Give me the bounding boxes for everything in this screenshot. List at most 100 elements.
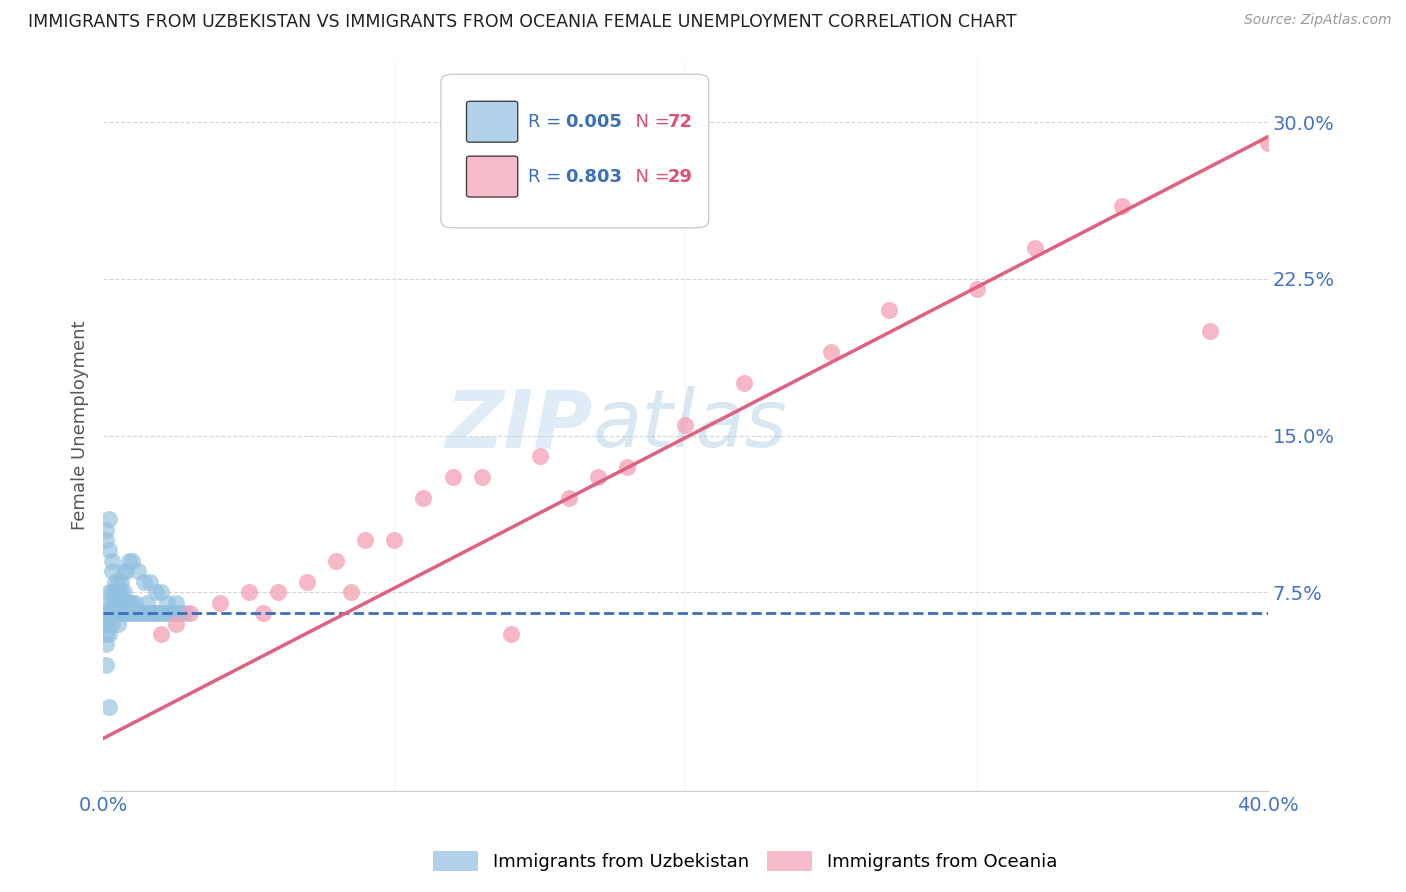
Point (412, 491, 434, 506)
Point (173, 606, 195, 620)
Point (179, 606, 201, 620)
Point (121, 554, 143, 568)
Point (135, 606, 157, 620)
Text: 0.803: 0.803 (565, 168, 623, 186)
Point (112, 585, 135, 599)
FancyBboxPatch shape (441, 74, 709, 227)
Point (124, 606, 146, 620)
Point (101, 596, 124, 610)
Point (101, 606, 124, 620)
Point (165, 606, 187, 620)
Point (124, 596, 146, 610)
Point (966, 282, 988, 296)
Point (101, 565, 124, 579)
Text: R =: R = (529, 112, 567, 131)
Point (97, 616, 120, 631)
Point (121, 606, 143, 620)
Point (267, 585, 290, 599)
Point (110, 596, 132, 610)
Point (107, 606, 129, 620)
Point (94, 638, 117, 652)
Point (167, 606, 190, 620)
Point (145, 606, 167, 620)
Point (138, 574, 160, 589)
Point (112, 606, 135, 620)
Point (675, 418, 697, 433)
Point (97, 512, 120, 526)
Point (145, 585, 167, 599)
Point (115, 565, 138, 579)
Point (382, 533, 405, 547)
Legend: Immigrants from Uzbekistan, Immigrants from Oceania: Immigrants from Uzbekistan, Immigrants f… (426, 844, 1064, 879)
Point (138, 606, 160, 620)
Point (339, 585, 361, 599)
Point (441, 470, 464, 484)
Point (104, 606, 127, 620)
Point (101, 585, 124, 599)
Point (558, 491, 581, 506)
Point (112, 565, 135, 579)
Point (1198, 324, 1220, 338)
Point (132, 574, 155, 589)
Text: ZIP: ZIP (444, 386, 592, 464)
FancyBboxPatch shape (467, 102, 517, 142)
Point (107, 574, 129, 589)
Point (115, 596, 138, 610)
Point (118, 606, 141, 620)
Point (165, 616, 187, 631)
Point (150, 627, 173, 641)
Point (1257, 136, 1279, 150)
Point (1111, 199, 1133, 213)
Point (115, 606, 138, 620)
Point (97, 606, 120, 620)
Text: 72: 72 (668, 112, 693, 131)
Point (529, 450, 551, 464)
Point (208, 596, 231, 610)
Text: Source: ZipAtlas.com: Source: ZipAtlas.com (1244, 13, 1392, 28)
Point (118, 596, 141, 610)
Point (94, 523, 117, 537)
Point (499, 627, 522, 641)
Point (101, 554, 124, 568)
Point (112, 596, 135, 610)
Point (107, 596, 129, 610)
Point (104, 574, 127, 589)
Point (820, 345, 842, 359)
Point (118, 554, 141, 568)
Point (156, 606, 179, 620)
Point (135, 596, 157, 610)
Point (110, 606, 132, 620)
Text: R =: R = (529, 168, 567, 186)
Point (325, 554, 347, 568)
Point (104, 585, 127, 599)
Point (94, 606, 117, 620)
Point (127, 606, 149, 620)
Y-axis label: Female Unemployment: Female Unemployment (72, 320, 89, 530)
Point (94, 627, 117, 641)
Point (156, 596, 179, 610)
Point (238, 585, 260, 599)
Text: IMMIGRANTS FROM UZBEKISTAN VS IMMIGRANTS FROM OCEANIA FEMALE UNEMPLOYMENT CORREL: IMMIGRANTS FROM UZBEKISTAN VS IMMIGRANTS… (28, 13, 1017, 31)
Point (101, 616, 124, 631)
Point (97, 700, 120, 714)
Point (471, 470, 494, 484)
Point (616, 459, 638, 474)
Point (97, 585, 120, 599)
Point (586, 470, 609, 484)
Point (97, 627, 120, 641)
Point (97, 596, 120, 610)
Point (295, 574, 318, 589)
Text: 0.005: 0.005 (565, 112, 623, 131)
Point (165, 596, 187, 610)
Point (97, 543, 120, 558)
Point (104, 596, 127, 610)
Point (94, 533, 117, 547)
Text: N =: N = (624, 112, 675, 131)
Point (107, 585, 129, 599)
Point (107, 616, 129, 631)
Point (733, 376, 755, 391)
Point (153, 606, 176, 620)
Point (110, 574, 132, 589)
Text: atlas: atlas (592, 386, 787, 464)
Text: N =: N = (624, 168, 675, 186)
